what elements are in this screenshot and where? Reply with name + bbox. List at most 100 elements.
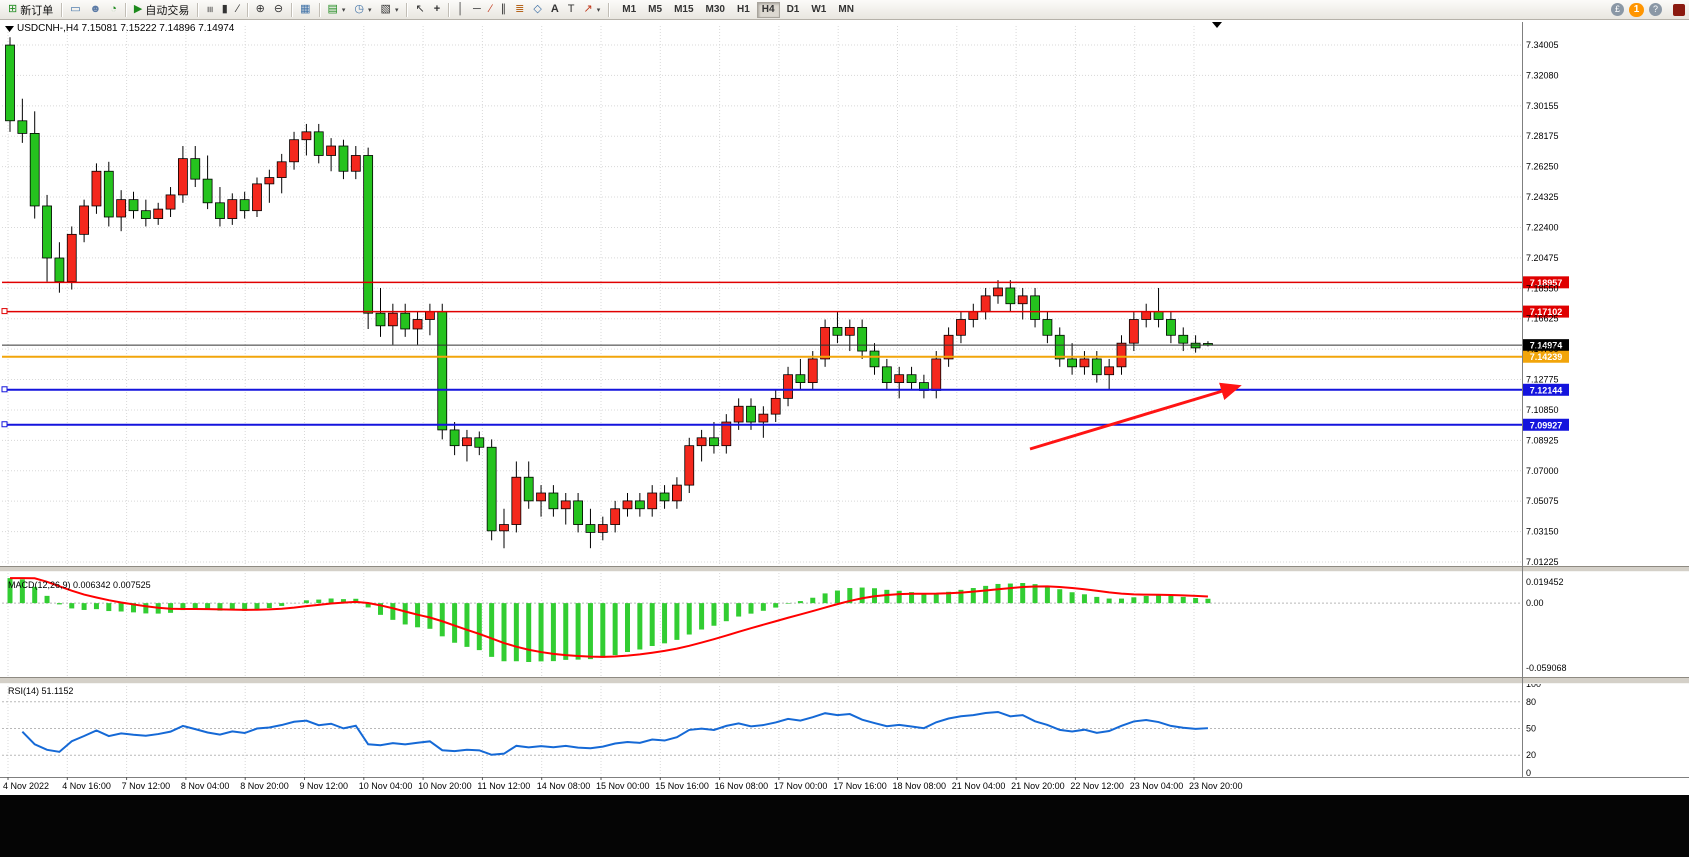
price-axis-label: 7.07000: [1526, 466, 1559, 476]
templates-button[interactable]: ▧ ▾: [377, 1, 403, 18]
toolbar-separator: [124, 2, 126, 17]
text-icon: A: [550, 3, 559, 15]
toolbar-separator: [318, 2, 320, 17]
time-axis-label: 10 Nov 04:00: [359, 781, 413, 791]
periods-button[interactable]: ◷ ▾: [350, 1, 375, 18]
price-axis-label: 7.16625: [1526, 314, 1559, 324]
price-axis-label: 7.24325: [1526, 192, 1559, 202]
dropdown-caret-icon: ▾: [341, 6, 346, 14]
level-price-label: 7.18957: [1530, 278, 1563, 288]
trendline-icon: ∕: [489, 3, 492, 15]
app-badge-icon: [1673, 3, 1685, 16]
timeframe-d1-button[interactable]: D1: [782, 2, 805, 18]
candlestick-button[interactable]: ▮: [218, 1, 232, 18]
tile-windows-button[interactable]: ▦: [296, 1, 314, 18]
timeframe-w1-button[interactable]: W1: [806, 2, 831, 18]
time-axis-label: 15 Nov 16:00: [655, 781, 709, 791]
level-price-label: 7.12144: [1530, 385, 1563, 395]
time-axis-label: 15 Nov 00:00: [596, 781, 650, 791]
candlestick-icon: ▮: [221, 3, 228, 15]
macd-scale-label: -0.059068: [1526, 663, 1567, 673]
macd-panel: MACD(12,26,9) 0.006342 0.007525 0.019452 0…: [2, 577, 1567, 673]
arrows-icon: ↗: [583, 3, 593, 15]
auto-trading-icon: ▶: [133, 3, 143, 15]
line-chart-button[interactable]: ∕: [233, 1, 243, 18]
templates-icon: ▧: [380, 3, 391, 15]
time-axis-label: 8 Nov 20:00: [240, 781, 289, 791]
price-axis-label: 7.26250: [1526, 162, 1559, 172]
vertical-line-button[interactable]: │: [453, 1, 468, 18]
chart-canvas[interactable]: MACD(12,26,9) 0.006342 0.007525 0.019452 0…: [0, 0, 1689, 795]
new-chart-button[interactable]: ▤ ▾: [324, 1, 350, 18]
zoom-in-button[interactable]: ⊕: [252, 1, 269, 18]
profiles-button[interactable]: ☻: [86, 1, 106, 18]
periods-icon: ◷: [354, 3, 365, 15]
arrows-button[interactable]: ↗ ▾: [580, 1, 605, 18]
level-price-badge: [1523, 418, 1569, 431]
toolbar-separator: [406, 2, 408, 17]
timeframe-m15-button[interactable]: M15: [669, 2, 698, 18]
time-axis-label: 14 Nov 08:00: [537, 781, 591, 791]
level-price-badge: [1523, 350, 1569, 363]
rsi-panel: RSI(14) 51.11521008050200: [2, 679, 1541, 778]
toolbar-separator: [291, 2, 293, 17]
time-axis-label: 7 Nov 12:00: [122, 781, 171, 791]
price-axis-label: 7.05075: [1526, 496, 1559, 506]
timeframe-m5-button[interactable]: M5: [643, 2, 667, 18]
crosshair-button[interactable]: +: [430, 1, 444, 18]
timeframe-mn-button[interactable]: MN: [833, 2, 859, 18]
time-axis-label: 11 Nov 12:00: [477, 781, 530, 791]
tile-windows-icon: ▦: [300, 3, 311, 15]
level-price-label: 7.17102: [1530, 307, 1563, 317]
timeframe-buttons: M1 M5 M15 M30 H1 H4 D1 W1 MN: [617, 1, 859, 18]
toolbar-separator: [448, 2, 450, 17]
price-axis-label: 7.10850: [1526, 405, 1559, 415]
channel-icon: ∥: [500, 3, 507, 15]
cursor-button[interactable]: ↖: [411, 1, 428, 18]
timeframe-h4-button[interactable]: H4: [756, 1, 780, 18]
price-axis-label: 7.18550: [1526, 283, 1559, 293]
timeframe-m1-button[interactable]: M1: [617, 2, 641, 18]
community-button[interactable]: £: [1607, 1, 1628, 18]
quick-trade-caret-icon: [5, 26, 14, 32]
text-label-icon: T: [567, 3, 575, 15]
rsi-scale-label: 50: [1526, 724, 1536, 734]
text-button[interactable]: A: [547, 1, 563, 18]
auto-trading-button[interactable]: ▶ 自动交易: [130, 1, 193, 18]
channel-button[interactable]: ∥: [497, 1, 511, 18]
level-price-badge: [1523, 383, 1569, 396]
horizontal-line-button[interactable]: ─: [469, 1, 485, 18]
new-order-icon: ⊞: [8, 3, 18, 15]
rsi-scale-label: 0: [1526, 768, 1531, 778]
toolbar-separator: [246, 2, 248, 17]
community-icon: £: [1611, 3, 1624, 16]
time-axis-label: 21 Nov 20:00: [1011, 781, 1065, 791]
macd-label: MACD(12,26,9) 0.006342 0.007525: [8, 580, 151, 590]
shapes-button[interactable]: ◇: [529, 1, 545, 18]
zoom-out-button[interactable]: ⊖: [270, 1, 287, 18]
bar-chart-button[interactable]: ≡: [202, 1, 216, 18]
new-order-label: 新订单: [20, 4, 54, 17]
shapes-icon: ◇: [533, 3, 542, 15]
time-axis-label: 23 Nov 20:00: [1189, 781, 1243, 791]
timeframe-h1-button[interactable]: H1: [732, 2, 755, 18]
fibonacci-button[interactable]: ≣: [511, 1, 528, 18]
macd-scale-label: 0.00: [1526, 598, 1544, 608]
help-button[interactable]: ?: [1645, 1, 1666, 18]
trendline-button[interactable]: ∕: [486, 1, 496, 18]
price-axis-label: 7.22400: [1526, 222, 1559, 232]
time-axis-label: 4 Nov 2022: [3, 781, 49, 791]
new-chart-icon: ▤: [327, 3, 338, 15]
rsi-line: [21, 710, 1209, 756]
annotations: USDCNH-,H4 7.15081 7.15222 7.14896 7.149…: [5, 22, 1242, 451]
notification-badge[interactable]: 1: [1629, 2, 1644, 17]
chart-window-button[interactable]: ▭: [66, 1, 84, 18]
price-axis-label: 7.28175: [1526, 131, 1559, 141]
timeframe-m30-button[interactable]: M30: [701, 2, 730, 18]
market-watch-button[interactable]: ◔: [106, 1, 121, 18]
text-label-button[interactable]: T: [564, 1, 579, 18]
price-axis-label: 7.32080: [1526, 70, 1559, 80]
new-order-button[interactable]: ⊞ 新订单: [4, 1, 57, 18]
dropdown-caret-icon: ▾: [596, 6, 601, 14]
